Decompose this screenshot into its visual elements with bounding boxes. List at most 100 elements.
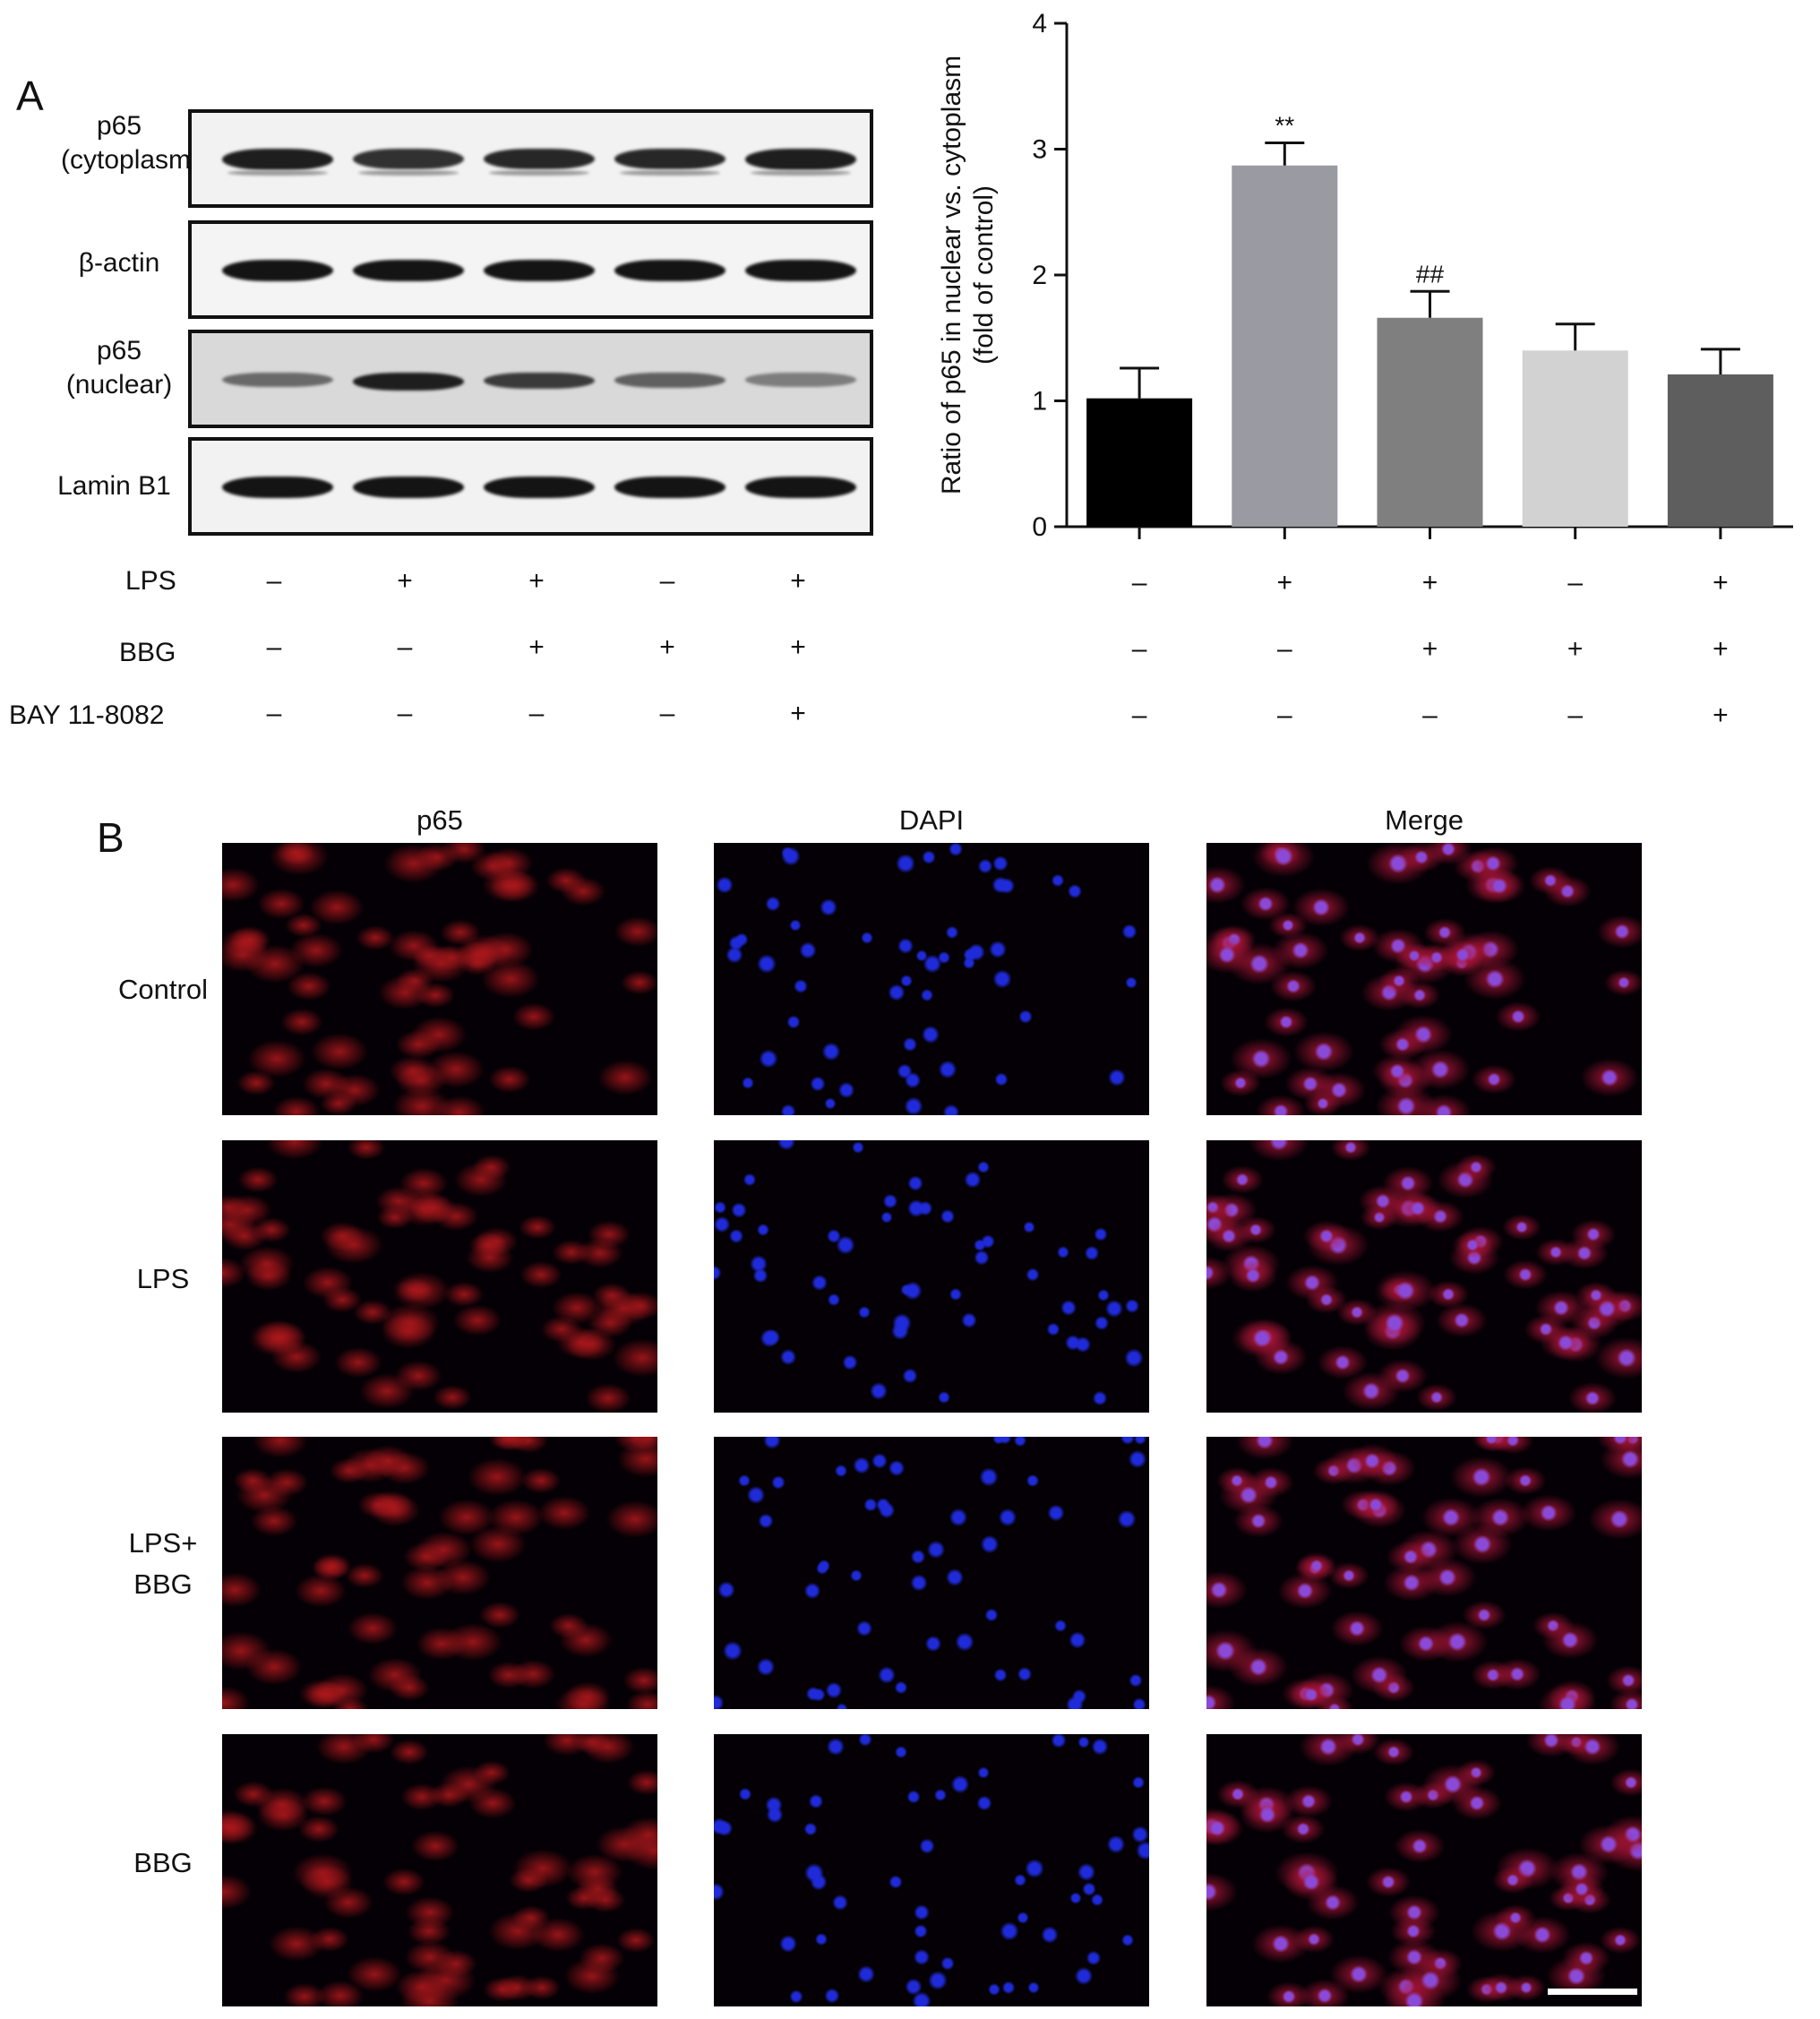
chart-condition-sign: – [1277,700,1292,730]
blot-sign: + [790,632,806,662]
blot-sign: + [528,566,545,596]
bar [1522,350,1628,527]
blot-label-line: β-actin [78,248,160,278]
blot-band [484,373,595,390]
dapi-micrograph [714,1734,1149,2006]
significance-annotation: ## [1416,260,1445,288]
blot-label-line: p65 [96,111,142,141]
y-tick-label: 2 [1032,261,1047,290]
blot-band-secondary [228,170,328,176]
blot-sign: – [397,699,413,728]
blot-band [745,260,856,281]
row-label-line: LPS+ [128,1527,198,1559]
panel-b-letter: B [97,814,124,861]
blot-band-secondary [358,170,459,176]
blot-sign: – [659,699,675,728]
row-label-line: BBG [133,1568,193,1600]
y-tick-label: 1 [1032,387,1047,417]
chart-condition-sign: + [1713,568,1729,597]
blot-band [353,149,464,170]
bar [1086,398,1193,527]
condition-label-bbg: BBG [119,638,176,667]
blot-band [222,260,333,281]
bar-chart: 0 1 2 3 4 Ratio of p65 in nuclear vs. cytopla… [937,9,1793,730]
blot-label-line: (nuclear) [65,370,173,400]
blot-p65-cytoplasm [188,109,873,208]
blot-band [353,260,464,281]
chart-condition-sign: + [1567,634,1584,664]
merge-micrograph [1206,1437,1642,1709]
blot-band [614,149,725,170]
blot-sign: – [266,632,282,662]
condition-label-bay: BAY 11-8082 [9,700,165,730]
blot-sign: + [790,699,806,728]
blot-band [745,477,856,498]
y-tick-label: 0 [1032,512,1047,542]
blot-sign: – [659,566,675,596]
p65-micrograph [222,1140,657,1413]
merge-micrograph [1206,1734,1642,2006]
blot-sign: – [266,699,282,728]
chart-condition-sign: – [1277,634,1292,664]
bar [1377,317,1483,527]
blot-band [484,477,595,498]
chart-condition-sign: + [1713,700,1729,730]
blot-sign: – [397,632,413,662]
blot-sign: – [266,566,282,596]
blot-band-secondary [620,170,720,176]
condition-label-lps: LPS [125,566,176,596]
row-label-lps: LPS [100,1259,226,1300]
blot-band-secondary [489,170,589,176]
blot-label-p65-nuclear: p65 (nuclear) [61,334,177,402]
blot-sign: + [659,632,675,662]
chart-condition-sign: – [1132,568,1147,597]
blot-band [614,373,725,388]
chart-condition-sign: – [1567,700,1583,730]
blot-label-line: p65 [96,336,142,365]
blot-label-beta-actin: β-actin [61,246,177,280]
blot-band [484,260,595,281]
blot-sign: + [528,632,545,662]
blot-label-line: Lamin B1 [57,471,171,501]
row-label-line: BBG [133,1847,193,1878]
blot-band [614,477,725,498]
row-label-bbg: BBG [100,1843,226,1884]
blot-band [745,149,856,170]
blot-band [353,373,464,391]
blot-beta-actin [188,220,873,319]
blot-label-p65-cytoplasm: p65 (cytoplasm) [61,109,201,177]
bar [1232,165,1338,527]
column-header-p65: p65 [416,804,463,836]
y-tick-label: 3 [1032,135,1047,165]
dapi-micrograph [714,1140,1149,1413]
row-label-line: LPS [136,1263,190,1294]
y-axis-label-units: (fold of control) [969,185,999,365]
blot-label-lamin-b1: Lamin B1 [49,469,179,503]
chart-condition-sign: + [1713,634,1729,664]
p65-micrograph [222,1437,657,1709]
blot-sign: – [528,699,545,728]
blot-band [222,477,333,498]
blot-label-line: (cytoplasm) [61,145,201,175]
blot-band [484,149,595,170]
row-label-line: Control [118,974,208,1005]
blot-band [353,477,464,498]
blot-band [614,260,725,281]
y-tick-label: 4 [1032,9,1047,39]
column-header-dapi: DAPI [898,804,965,836]
chart-condition-sign: – [1422,700,1438,730]
chart-condition-sign: – [1132,634,1147,664]
panel-a-letter: A [16,73,44,119]
blot-p65-nuclear [188,330,873,428]
chart-condition-sign: – [1567,568,1583,597]
p65-micrograph [222,843,657,1115]
blot-band [745,373,856,387]
column-header-merge: Merge [1385,804,1464,836]
row-label-lps-bbg: LPS+ BBG [100,1523,226,1605]
chart-condition-sign: + [1277,568,1293,597]
merge-micrograph [1206,843,1642,1115]
scale-bar [1548,1989,1637,1995]
chart-condition-sign: – [1132,700,1147,730]
blot-sign: + [790,566,806,596]
blot-band [222,149,333,170]
